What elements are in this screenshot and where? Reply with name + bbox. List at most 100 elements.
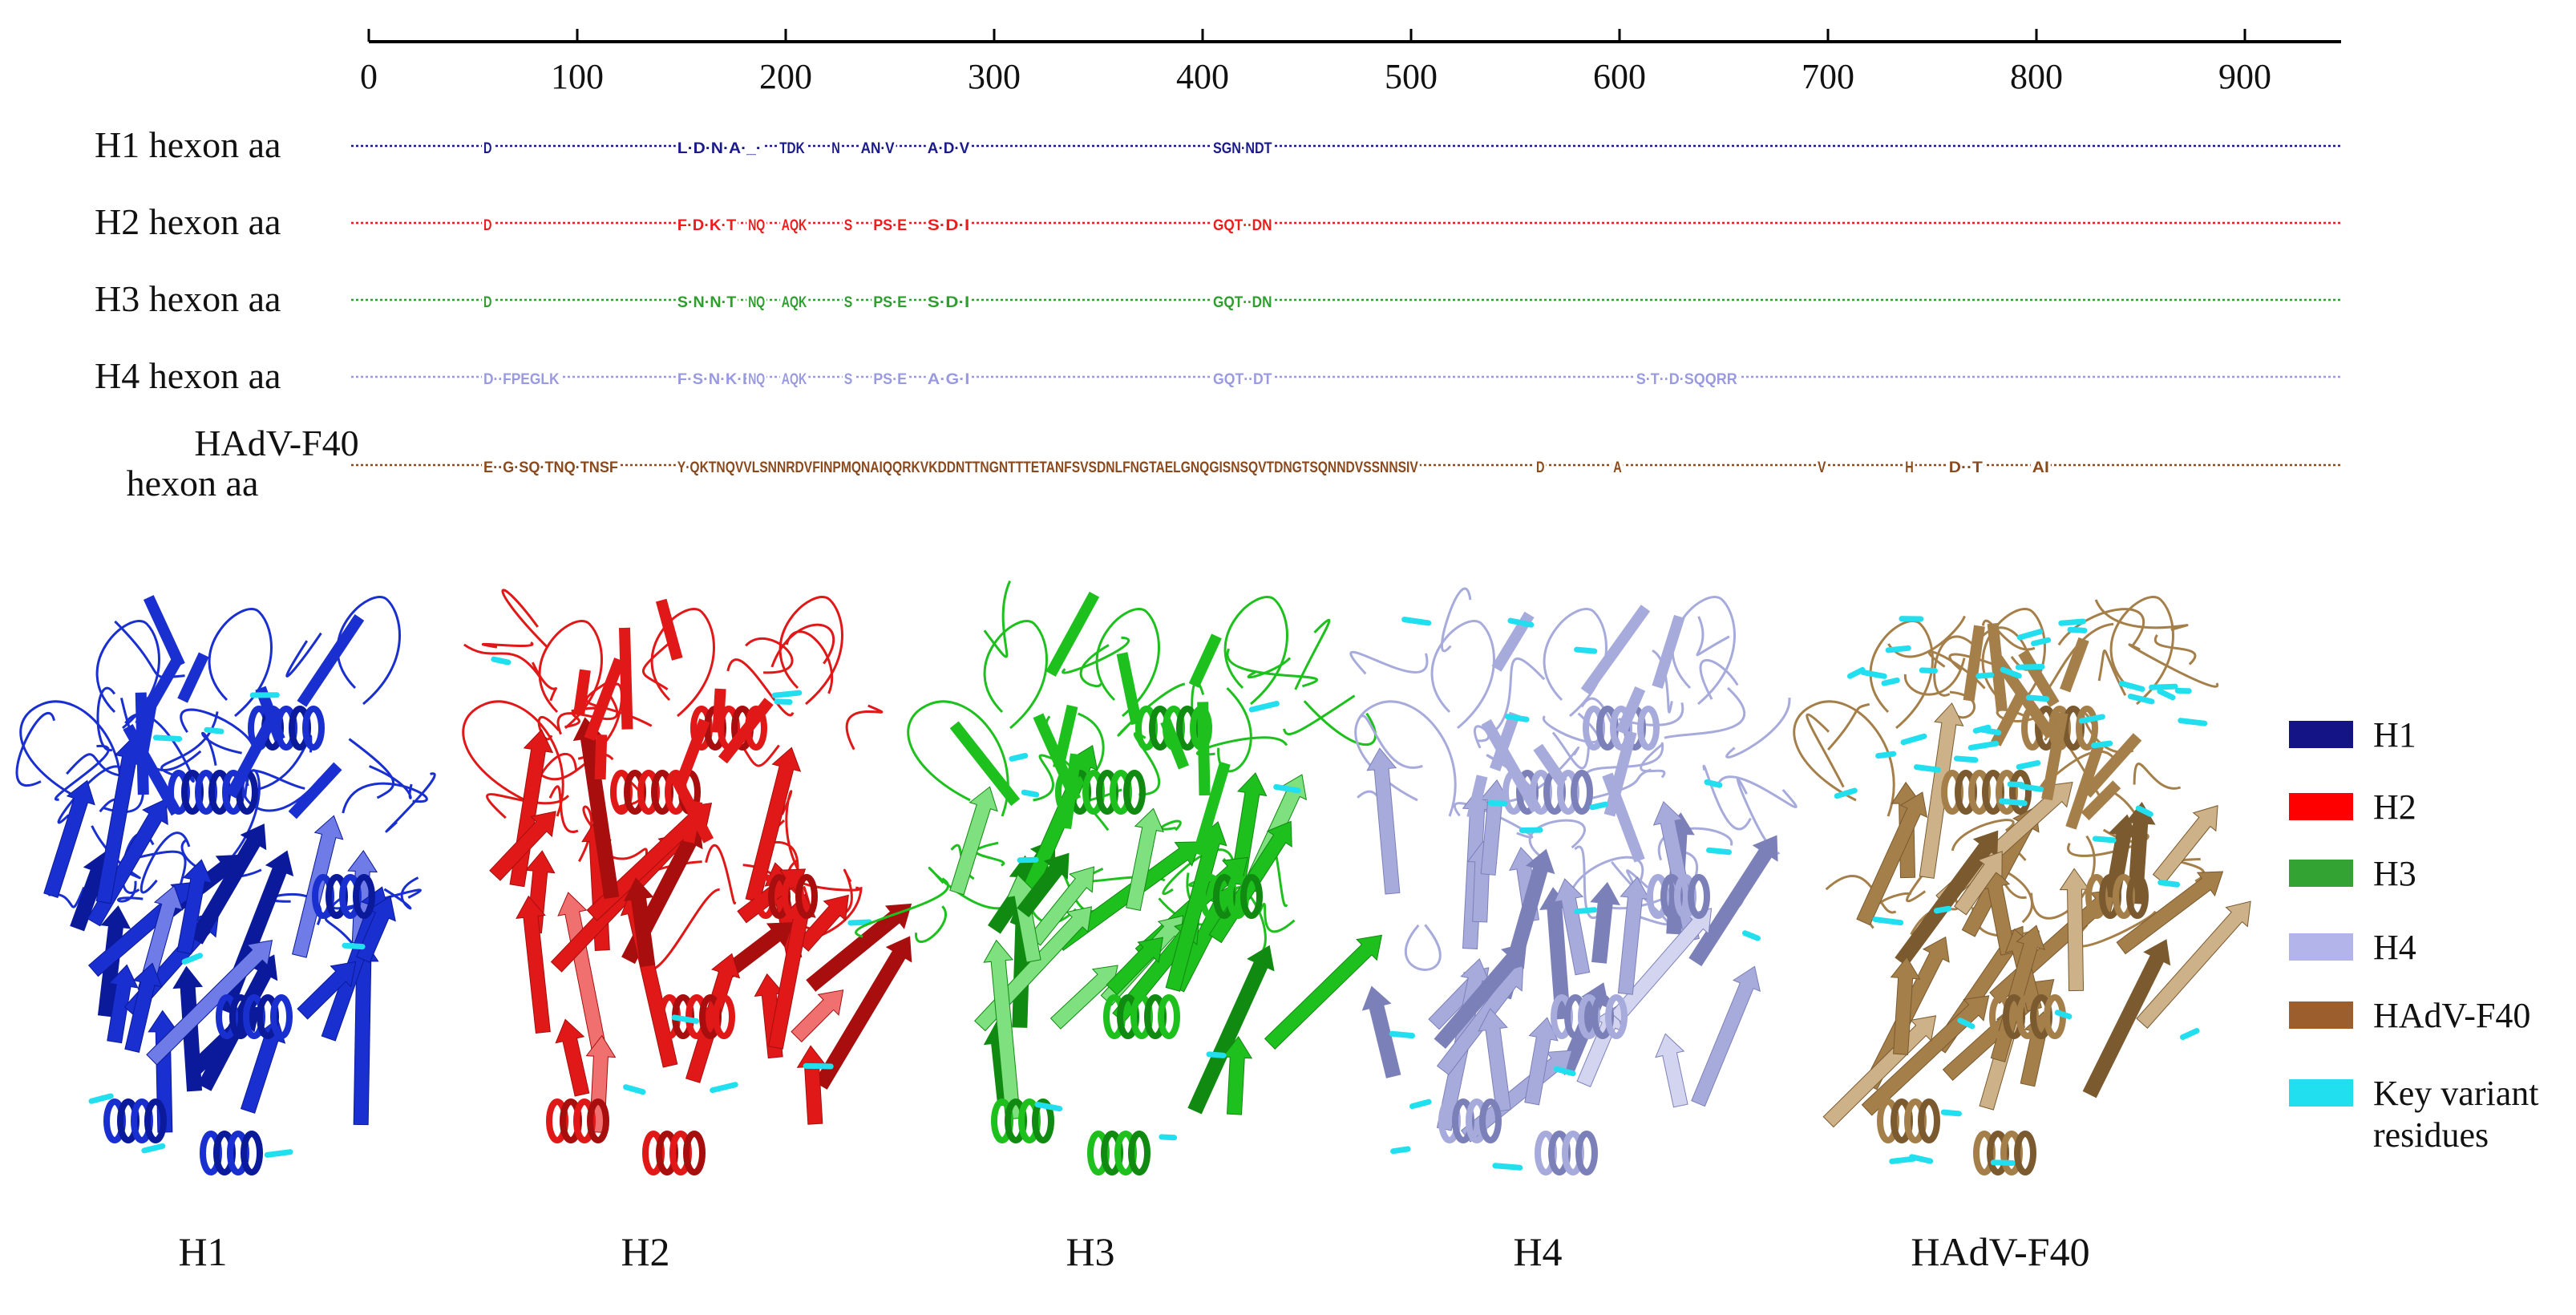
- segment-mask: [1947, 454, 1984, 476]
- segment-mask: [1535, 454, 1547, 476]
- beta-strand: [1953, 851, 2003, 916]
- beta-strand: [1987, 622, 2008, 712]
- loop-wire: [463, 643, 541, 678]
- loop-wire: [1404, 924, 1442, 971]
- beta-strand: [1489, 711, 1521, 772]
- key-variant-residue: [1940, 1109, 1962, 1117]
- key-variant-residue: [1009, 752, 1029, 762]
- beta-strand: [1222, 1036, 1253, 1115]
- variant-segment: A: [1613, 459, 1622, 476]
- loop-wire: [1611, 860, 1669, 926]
- variant-segment: S: [844, 371, 853, 388]
- beta-strand: [1460, 1050, 1573, 1143]
- loop-wire: [650, 608, 715, 718]
- segment-mask: [482, 454, 620, 476]
- beta-strand: [146, 940, 273, 1066]
- key-variant-residue: [1933, 905, 1952, 914]
- segment-mask: [871, 212, 909, 234]
- segment-mask: [1634, 366, 1739, 388]
- key-variant-residue: [88, 1093, 114, 1104]
- variant-segment: E··G·SQ·TNQ·TNSF: [483, 459, 618, 476]
- loop-wire: [778, 596, 843, 706]
- alpha-helix: [1637, 706, 1660, 751]
- loop-wire: [1664, 686, 1745, 739]
- key-variant-residue: [2118, 680, 2145, 692]
- key-variant-residue: [2149, 683, 2178, 690]
- key-variant-residue: [2054, 1010, 2073, 1020]
- segment-mask: [1612, 454, 1624, 476]
- beta-strand: [1688, 835, 1778, 967]
- loop-wire: [726, 658, 795, 717]
- key-variant-residue: [1706, 847, 1732, 856]
- key-variant-residue: [264, 1149, 293, 1158]
- key-variant-residue: [1507, 617, 1535, 628]
- loop-wire: [1095, 608, 1160, 718]
- beta-strand: [814, 936, 912, 1090]
- segment-mask: [842, 212, 855, 234]
- legend-swatch: [2289, 1079, 2353, 1107]
- loop-wire: [1349, 650, 1429, 675]
- beta-strand: [584, 658, 625, 741]
- structure-label: HAdV-F40: [1911, 1229, 2089, 1274]
- segment-mask: [925, 289, 972, 311]
- variant-segment: D: [483, 217, 492, 234]
- loop-wire: [2030, 835, 2096, 920]
- loop-wire: [705, 844, 737, 905]
- loop-wire: [383, 876, 419, 910]
- loop-wire: [1430, 620, 1495, 730]
- axis-tick-label: 100: [551, 57, 604, 96]
- variant-segment: AI: [2032, 459, 2049, 476]
- beta-strand: [1553, 878, 1591, 976]
- loop-wire: [481, 641, 534, 649]
- loop-wire: [1495, 747, 1580, 803]
- beta-strand: [1361, 985, 1401, 1078]
- segment-mask: [925, 366, 972, 388]
- segment-mask: [482, 289, 494, 311]
- beta-strand: [555, 1018, 590, 1097]
- key-variant-residue: [2031, 637, 2052, 647]
- segment-mask: [1211, 212, 1274, 234]
- beta-strand: [655, 598, 683, 661]
- beta-strand: [143, 595, 185, 668]
- loop-wire: [1717, 775, 1798, 809]
- beta-strand: [1616, 686, 1646, 735]
- variant-segment: TDK: [779, 140, 805, 157]
- variant-segment: GQT··DN: [1213, 294, 1272, 311]
- key-variant-residue: [1389, 1030, 1416, 1039]
- variant-segment: AQK: [782, 294, 807, 311]
- key-variant-residue: [2019, 783, 2044, 792]
- beta-strand: [1590, 881, 1620, 964]
- key-variant-residue: [1589, 801, 1608, 811]
- legend-label: H1: [2373, 715, 2416, 755]
- structure-label: H3: [1066, 1229, 1114, 1274]
- segment-mask: [675, 366, 755, 388]
- key-variant-residue: [2135, 805, 2153, 817]
- beta-strand: [1861, 995, 1990, 1116]
- key-variant-residue: [1401, 617, 1432, 626]
- loop-wire: [1903, 658, 1966, 696]
- key-variant-residue: [491, 656, 512, 666]
- variant-segment: SGN·NDT: [1213, 140, 1272, 157]
- variant-segment: AQK: [782, 371, 807, 388]
- segment-mask: [925, 135, 972, 157]
- key-variant-residue: [1206, 1051, 1227, 1058]
- legend-item: H1: [2289, 715, 2416, 755]
- loop-wire: [1033, 754, 1062, 802]
- beta-strand: [43, 779, 95, 899]
- segment-mask: [1211, 289, 1274, 311]
- segment-mask: [675, 212, 738, 234]
- segment-mask: [779, 366, 809, 388]
- alpha-helix: [1918, 1099, 1940, 1143]
- key-variant-residue: [1846, 666, 1866, 679]
- beta-strand: [347, 849, 378, 944]
- legend-swatch: [2289, 860, 2353, 887]
- segment-mask: [1903, 454, 1915, 476]
- axis-tick-label: 200: [759, 57, 812, 96]
- key-variant-residue: [2015, 664, 2045, 670]
- variant-segment: AN·V: [861, 140, 895, 157]
- segment-mask: [830, 135, 842, 157]
- loop-wire: [1542, 712, 1599, 744]
- segment-mask: [482, 135, 494, 157]
- beta-strand: [1466, 775, 1488, 819]
- loop-wire: [1259, 903, 1296, 933]
